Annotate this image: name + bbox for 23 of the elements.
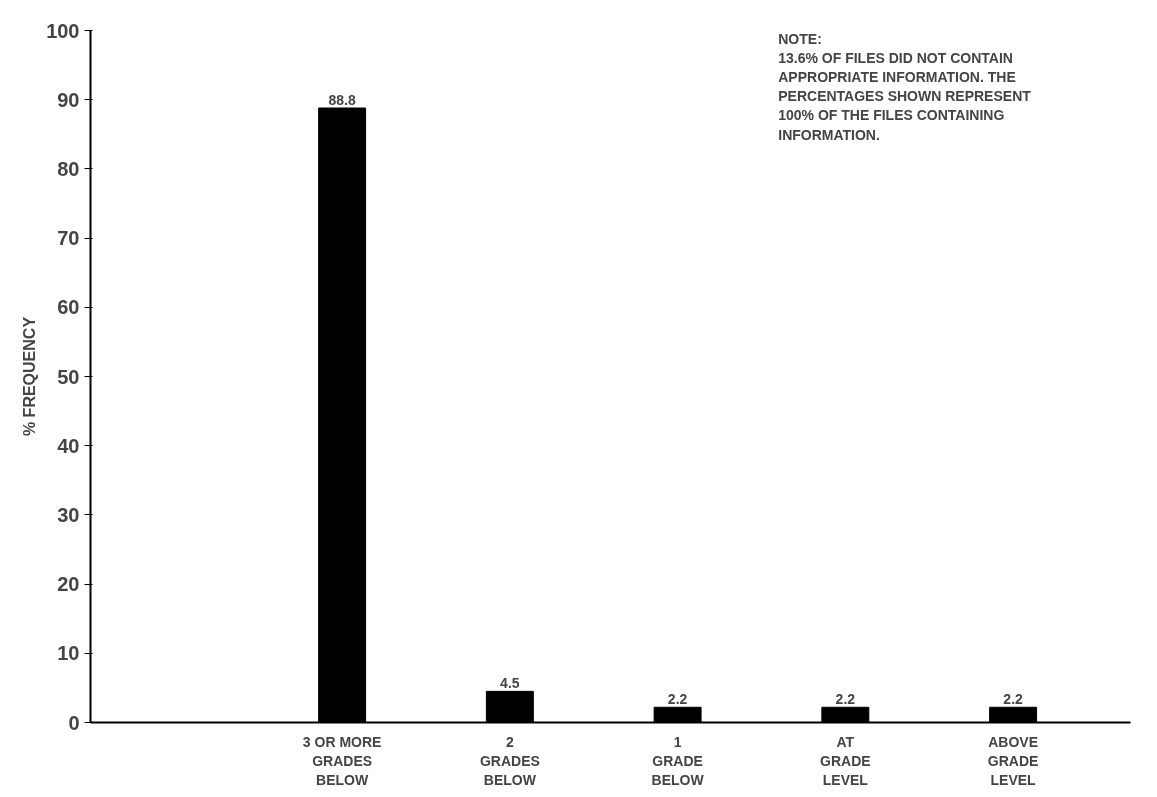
data-label: 4.5 — [500, 675, 520, 692]
y-tick-label: 60 — [57, 296, 80, 319]
x-tick-label: ABOVE GRADE LEVEL — [987, 733, 1039, 788]
x-tick-label: 2 GRADES BELOW — [479, 733, 540, 788]
y-tick-label: 50 — [57, 365, 80, 388]
y-tick-label: 40 — [57, 434, 80, 457]
y-axis-title: % FREQUENCY — [21, 316, 39, 437]
annotation: NOTE: 13.6% OF FILES DID NOT CONTAIN APPROPRIATE INFORMATION. THE PERCENTAGES SHOWN REPRESENT 100% OF THE FILES CONTAINING INFORMATION. — [778, 30, 1032, 143]
x-tick-label: AT GRADE LEVEL — [820, 733, 871, 788]
data-label: 2.2 — [835, 691, 856, 708]
data-label: 2.2 — [1003, 691, 1024, 708]
y-tick-label: 20 — [57, 573, 80, 596]
x-tick-label: 1 GRADE BELOW — [651, 733, 705, 788]
x-tick-label: 3 OR MORE GRADES BELOW — [302, 733, 382, 788]
y-tick-label: 30 — [57, 503, 80, 526]
data-label: 88.8 — [328, 92, 356, 108]
y-tick-label: 100 — [46, 19, 80, 42]
y-tick-label: 10 — [57, 642, 80, 665]
y-tick-label: 0 — [68, 711, 80, 734]
y-tick-label: 80 — [57, 157, 80, 180]
y-tick-label: 70 — [57, 227, 80, 250]
data-label: 2.2 — [667, 691, 688, 708]
y-tick-label: 90 — [57, 88, 80, 111]
